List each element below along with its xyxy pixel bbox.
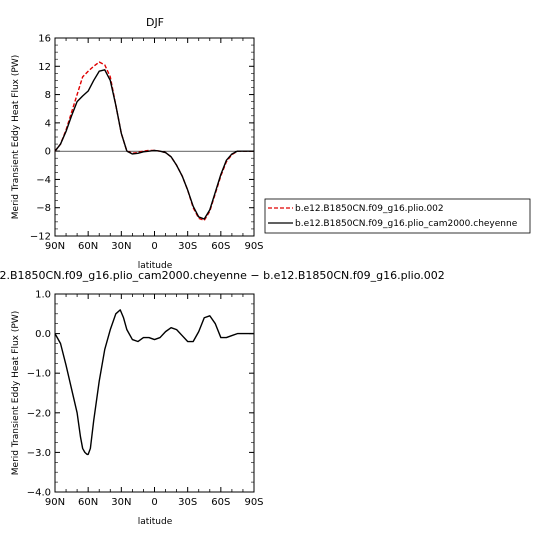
legend-box	[264, 198, 531, 234]
legend-label-0: b.e12.B1850CN.f09_g16.plio.002	[295, 204, 444, 214]
bottom-chart-x-tick-label: 90S	[244, 497, 263, 508]
top-chart-y-tick-label: −12	[30, 232, 51, 243]
bottom-chart-x-tick-label: 30N	[111, 497, 131, 508]
top-chart-y-tick-label: 0	[45, 147, 51, 158]
bottom-chart-x-tick-label: 90N	[45, 497, 65, 508]
bottom-chart-y-tick-label: −2.0	[27, 408, 51, 419]
top-chart-ylabel: Merid Transient Eddy Heat Flux (PW)	[11, 55, 21, 219]
bottom-chart-x-tick-label: 60N	[78, 497, 98, 508]
bottom-chart-x-tick-label: 0	[151, 497, 157, 508]
top-chart-y-tick-label: 12	[38, 62, 51, 73]
top-chart-x-tick-label: 90S	[244, 241, 263, 252]
bottom-chart-series-line-0	[54, 309, 254, 456]
top-chart-frame	[54, 37, 255, 237]
bottom-chart-y-tick-label: −3.0	[27, 448, 51, 459]
bottom-chart-x-tick-label: 60S	[211, 497, 230, 508]
top-chart-x-tick-label: 30N	[111, 241, 131, 252]
top-chart-y-tick-label: −4	[36, 175, 51, 186]
bottom-chart-title: b.e12.B1850CN.f09_g16.plio_cam2000.cheye…	[0, 269, 445, 282]
top-chart-x-tick-label: 60N	[78, 241, 98, 252]
bottom-chart-y-tick-label: 0.0	[35, 329, 51, 340]
top-chart-x-tick-label: 60S	[211, 241, 230, 252]
top-chart-series-line-1	[54, 69, 254, 220]
legend-label-1: b.e12.B1850CN.f09_g16.plio_cam2000.cheye…	[295, 219, 518, 229]
bottom-chart-y-tick-label: −4.0	[27, 488, 51, 499]
top-chart-y-tick-label: 16	[38, 34, 51, 45]
bottom-chart-y-tick-label: 1.0	[35, 290, 51, 301]
top-chart-x-tick-label: 90N	[45, 241, 65, 252]
top-chart-x-tick-label: 0	[151, 241, 157, 252]
top-chart-y-tick-label: 4	[45, 118, 51, 129]
top-chart-xlabel: latitude	[138, 261, 173, 271]
top-chart-title: DJF	[146, 16, 164, 29]
top-chart-y-tick-label: −8	[36, 203, 51, 214]
top-chart-series-line-0	[54, 61, 254, 222]
bottom-chart-x-tick-label: 30S	[178, 497, 197, 508]
top-chart-x-tick-label: 30S	[178, 241, 197, 252]
bottom-chart-y-tick-label: −1.0	[27, 369, 51, 380]
bottom-chart-ylabel: Merid Transient Eddy Heat Flux (PW)	[11, 311, 21, 475]
top-chart-y-tick-label: 8	[45, 90, 51, 101]
bottom-chart-frame	[54, 293, 255, 493]
bottom-chart-xlabel: latitude	[138, 517, 173, 527]
